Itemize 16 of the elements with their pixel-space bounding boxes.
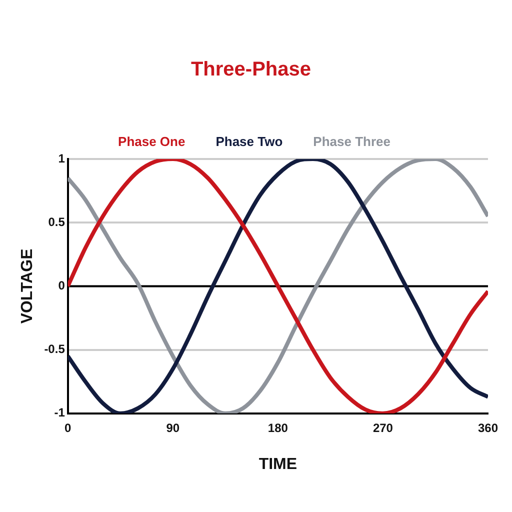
x-tick-label: 90 [166, 420, 180, 435]
line-series [68, 159, 488, 414]
series-label: Phase Three [313, 134, 390, 150]
chart-title: Three-Phase [190, 58, 312, 81]
y-tick-label: -0.5 [44, 342, 66, 356]
series-label: Phase Two [216, 134, 283, 150]
y-tick-label: 0 [58, 278, 66, 293]
x-axis-title: TIME [258, 456, 298, 473]
x-tick-label: 360 [478, 420, 498, 435]
y-axis-title: VOLTAGE [19, 248, 36, 324]
y-tick-label: 1 [58, 151, 66, 166]
x-tick-label: 180 [268, 420, 288, 435]
series-label: Phase One [118, 134, 186, 150]
y-tick-label: -1 [54, 406, 66, 420]
x-tick-label: 270 [372, 420, 394, 435]
y-tick-label: 0.5 [48, 214, 66, 229]
